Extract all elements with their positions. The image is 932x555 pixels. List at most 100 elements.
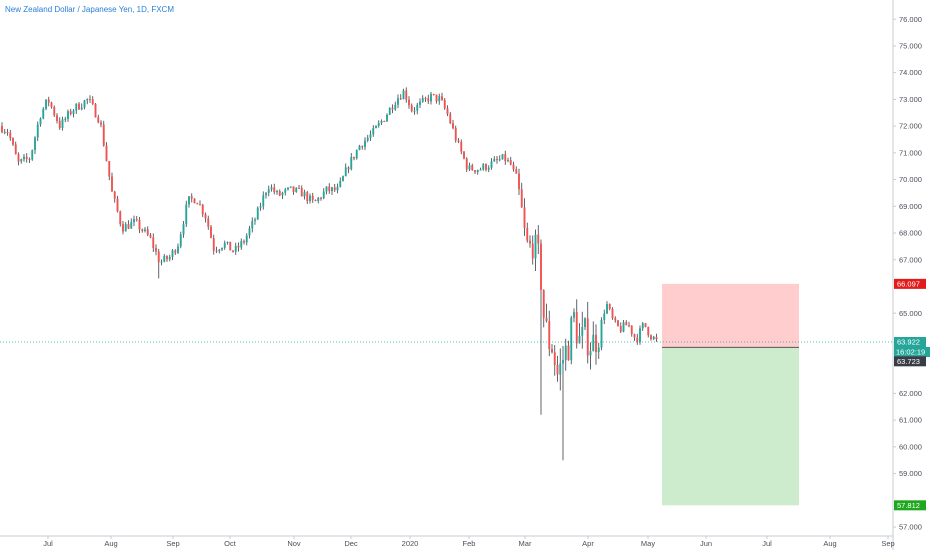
candle-body bbox=[58, 120, 61, 129]
candle-body bbox=[344, 167, 347, 177]
price-tick-label: 61.000 bbox=[899, 416, 922, 425]
candle-body bbox=[248, 228, 251, 236]
candle-body bbox=[284, 189, 287, 193]
candle-body bbox=[182, 224, 185, 235]
candle-body bbox=[42, 108, 45, 119]
candle-body bbox=[405, 90, 408, 100]
candle-body bbox=[171, 250, 174, 257]
candle-body bbox=[399, 98, 402, 100]
candle-body bbox=[474, 170, 476, 173]
candle-body bbox=[328, 186, 331, 192]
candle-body bbox=[504, 154, 507, 162]
candle-body bbox=[350, 156, 353, 170]
candle-body bbox=[113, 191, 116, 199]
candle-body bbox=[108, 161, 111, 177]
price-tick-label: 73.000 bbox=[899, 95, 922, 104]
candle-body bbox=[608, 304, 611, 309]
candle-body bbox=[31, 150, 34, 160]
candle-body bbox=[292, 186, 295, 192]
candle-body bbox=[611, 308, 614, 319]
candle-body bbox=[333, 187, 336, 191]
candle-body bbox=[487, 167, 490, 170]
candle-body bbox=[141, 229, 144, 232]
candle-body bbox=[655, 336, 658, 340]
candle-body bbox=[463, 151, 465, 159]
price-tick-label: 65.000 bbox=[899, 309, 922, 318]
candle-body bbox=[584, 318, 586, 328]
candle-body bbox=[592, 334, 595, 352]
candle-body bbox=[383, 120, 386, 122]
candle-body bbox=[69, 111, 72, 115]
candle-body bbox=[232, 250, 234, 252]
candle-body bbox=[256, 207, 259, 220]
candle-body bbox=[573, 312, 575, 318]
time-tick-label: Aug bbox=[104, 539, 117, 548]
time-tick-label: Sep bbox=[881, 539, 894, 548]
price-tick-label: 76.000 bbox=[899, 15, 922, 24]
candle-body bbox=[53, 107, 56, 116]
candle-body bbox=[177, 246, 179, 253]
candle-body bbox=[229, 241, 232, 251]
candle-body bbox=[281, 192, 284, 196]
candle-body bbox=[449, 114, 452, 124]
candle-body bbox=[548, 321, 551, 350]
price-tick-label: 57.000 bbox=[899, 523, 922, 532]
candles bbox=[1, 87, 658, 461]
candle-body bbox=[245, 235, 248, 243]
price-tick-label: 68.000 bbox=[899, 229, 922, 238]
candle-body bbox=[501, 154, 504, 160]
candle-body bbox=[377, 122, 380, 126]
candle-body bbox=[570, 317, 573, 361]
entry-price-tag: 63.723 bbox=[897, 357, 920, 366]
candle-body bbox=[267, 189, 270, 193]
candle-body bbox=[83, 100, 86, 108]
candle-body bbox=[652, 336, 655, 340]
last-price-tag-bg bbox=[894, 337, 926, 347]
candle-body bbox=[457, 140, 460, 142]
candle-body bbox=[630, 325, 633, 335]
candle-body bbox=[507, 160, 509, 162]
candle-body bbox=[432, 93, 435, 95]
candle-body bbox=[531, 243, 534, 259]
stop-price-tag-bg bbox=[894, 278, 926, 289]
candle-body bbox=[553, 352, 556, 365]
candle-body bbox=[482, 164, 485, 170]
candle-body bbox=[262, 195, 265, 207]
candle-body bbox=[270, 187, 273, 190]
candle-body bbox=[160, 261, 163, 263]
candle-body bbox=[416, 104, 419, 111]
candle-body bbox=[215, 250, 218, 252]
candle-body bbox=[56, 115, 58, 121]
candle-body bbox=[199, 204, 201, 206]
candle-body bbox=[218, 249, 221, 251]
candle-body bbox=[64, 118, 67, 120]
candle-body bbox=[23, 156, 25, 160]
candle-body bbox=[564, 345, 567, 361]
candle-body bbox=[485, 164, 487, 170]
candle-body bbox=[122, 224, 124, 232]
candle-body bbox=[342, 176, 344, 181]
candle-body bbox=[380, 120, 383, 123]
candle-body bbox=[174, 250, 177, 253]
candle-body bbox=[366, 137, 369, 141]
candle-body bbox=[45, 99, 47, 109]
candle-body bbox=[479, 169, 482, 171]
candle-body bbox=[320, 197, 322, 199]
countdown-tag: 16:02:19 bbox=[896, 348, 925, 357]
candle-body bbox=[388, 107, 391, 115]
candle-body bbox=[493, 159, 496, 162]
candle-body bbox=[9, 132, 12, 139]
candle-body bbox=[204, 214, 207, 219]
candle-body bbox=[355, 150, 358, 159]
candle-body bbox=[152, 237, 155, 248]
candle-body bbox=[476, 170, 479, 173]
candle-body bbox=[226, 241, 229, 243]
candle-body bbox=[397, 98, 399, 105]
candle-body bbox=[419, 101, 421, 105]
candle-body bbox=[149, 234, 152, 238]
candle-body bbox=[537, 234, 540, 244]
candle-body bbox=[325, 186, 328, 192]
candle-body bbox=[6, 131, 9, 133]
